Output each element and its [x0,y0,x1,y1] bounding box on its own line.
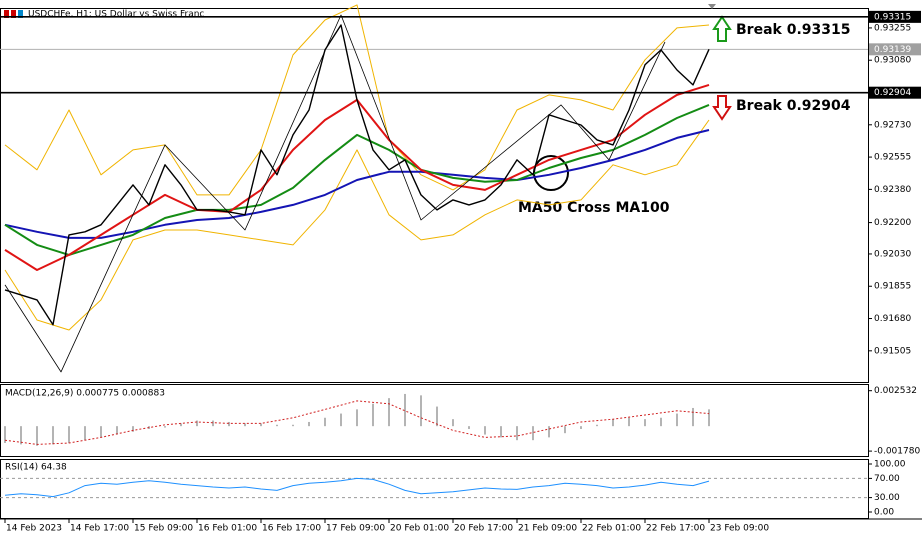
x-tick-label: 14 Feb 17:00 [70,524,129,534]
y-tick-label: 0.002532 [874,386,917,396]
x-tick-label: 14 Feb 2023 [6,524,62,534]
series-line [4,119,710,331]
x-tick-label: 17 Feb 09:00 [326,524,385,534]
symbol-icon [4,10,23,18]
x-tick-label: 22 Feb 17:00 [646,524,705,534]
series-line [4,24,710,326]
y-tick-label: 0.92200 [874,218,911,228]
y-tick-label: -0.001780 [874,447,920,457]
macd-panel [0,384,869,457]
y-tick-label: 0.91855 [874,282,911,292]
series-line [4,129,710,239]
series-line [4,4,710,196]
y-tick-label: 0.92555 [874,153,911,163]
level-box [869,10,921,23]
level-label: 0.92904 [874,88,911,98]
annotation: MA50 Cross MA100 [518,200,670,216]
rsi-label: RSI(14) 64.38 [5,463,67,473]
y-tick-label: 100.00 [874,459,906,469]
series-line [4,400,710,445]
x-tick-label: 20 Feb 17:00 [454,524,513,534]
y-tick-label: 70.00 [874,474,900,484]
macd-label: MACD(12,26,9) 0.000775 0.000883 [5,389,165,399]
x-tick-label: 22 Feb 01:00 [582,524,641,534]
price-panel [0,8,869,383]
series-line [4,14,666,373]
y-tick-label: 0.91680 [874,314,911,324]
x-tick-label: 16 Feb 01:00 [198,524,257,534]
x-tick-label: 16 Feb 17:00 [262,524,321,534]
break-up-arrow [712,15,732,42]
annotation: Break 0.93315 [736,22,850,38]
y-tick-label: 0.91505 [874,346,911,356]
current-price-box [869,43,921,56]
series-line [4,477,710,498]
y-tick-label: 0.92030 [874,249,911,259]
level-box [869,86,921,99]
x-tick-label: 23 Feb 09:00 [710,524,769,534]
x-tick-label: 15 Feb 09:00 [134,524,193,534]
x-tick-label: 20 Feb 01:00 [390,524,449,534]
y-tick-label: 0.93255 [874,23,911,33]
y-tick-label: 0.92730 [874,120,911,130]
y-tick-label: 0.92380 [874,185,911,195]
chart-title: USDCHFe, H1: US Dollar vs Swiss Franc [28,10,204,20]
annotation: Break 0.92904 [736,98,851,114]
shift-marker [708,4,716,9]
y-tick-label: 30.00 [874,493,900,503]
y-tick-label: 0.93080 [874,56,911,66]
level-label: 0.93315 [874,12,911,22]
x-tick-label: 21 Feb 09:00 [518,524,577,534]
current-price-label: 0.93139 [874,45,911,55]
y-tick-label: 0.00 [874,507,894,517]
break-down-arrow [712,95,732,121]
